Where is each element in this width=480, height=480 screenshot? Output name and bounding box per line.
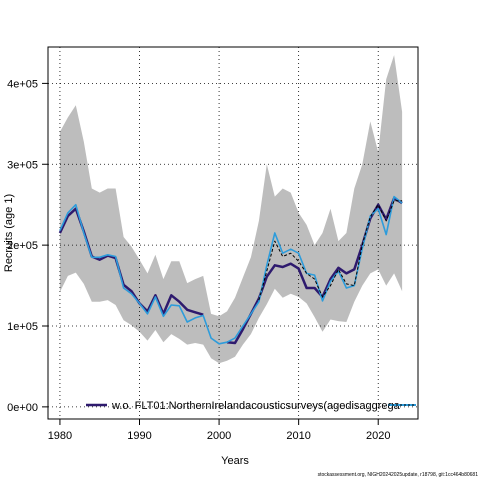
x-axis-label: Years: [221, 455, 249, 467]
confidence-band-layer: [59, 55, 403, 364]
legend: w.o. FLT01:NorthernIrelandacousticsurvey…: [86, 400, 416, 412]
legend-label: w.o. FLT01:NorthernIrelandacousticsurvey…: [111, 400, 401, 412]
series-line-1: [59, 195, 403, 345]
y-tick-label-2: 2e+05: [7, 240, 38, 252]
x-tick-label-3: 2010: [286, 430, 310, 442]
x-tick-label-2: 2000: [207, 430, 231, 442]
series-line-2: [258, 200, 403, 301]
y-tick-label-3: 3e+05: [7, 159, 38, 171]
y-tick-label-0: 0e+00: [7, 402, 38, 414]
y-tick-label-4: 4e+05: [7, 78, 38, 90]
x-tick-label-1: 1990: [127, 430, 151, 442]
x-tick-label-4: 2020: [366, 430, 390, 442]
footer-credit: stockassessment.org, NIGH20242025update,…: [317, 472, 478, 478]
axis-layer: 1980 1990 2000 2010 2020 0e+00 1e+05 2e+05 3e+05…: [7, 78, 390, 442]
y-axis-label: Recruits (age 1): [3, 194, 15, 272]
confidence-band: [59, 55, 403, 364]
series-layer: [58, 195, 403, 345]
grid-layer: [48, 47, 418, 419]
plot-frame: [47, 46, 419, 420]
x-tick-label-0: 1980: [48, 430, 72, 442]
y-tick-label-1: 1e+05: [7, 321, 38, 333]
